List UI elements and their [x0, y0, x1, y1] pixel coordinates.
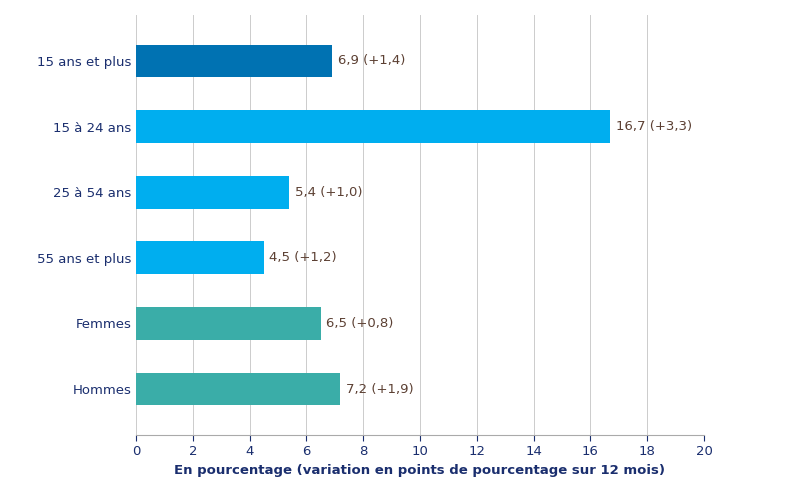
Bar	[136, 372, 341, 406]
Bar	[136, 307, 321, 340]
Bar	[136, 110, 610, 143]
X-axis label: En pourcentage (variation en points de pourcentage sur 12 mois): En pourcentage (variation en points de p…	[174, 464, 666, 477]
Bar	[136, 44, 332, 78]
Bar	[136, 242, 264, 274]
Text: 5,4 (+1,0): 5,4 (+1,0)	[295, 186, 362, 198]
Text: 6,9 (+1,4): 6,9 (+1,4)	[338, 54, 405, 68]
Text: 4,5 (+1,2): 4,5 (+1,2)	[270, 252, 337, 264]
Bar	[136, 176, 290, 208]
Text: 7,2 (+1,9): 7,2 (+1,9)	[346, 382, 414, 396]
Text: 16,7 (+3,3): 16,7 (+3,3)	[616, 120, 692, 133]
Text: 6,5 (+0,8): 6,5 (+0,8)	[326, 317, 394, 330]
